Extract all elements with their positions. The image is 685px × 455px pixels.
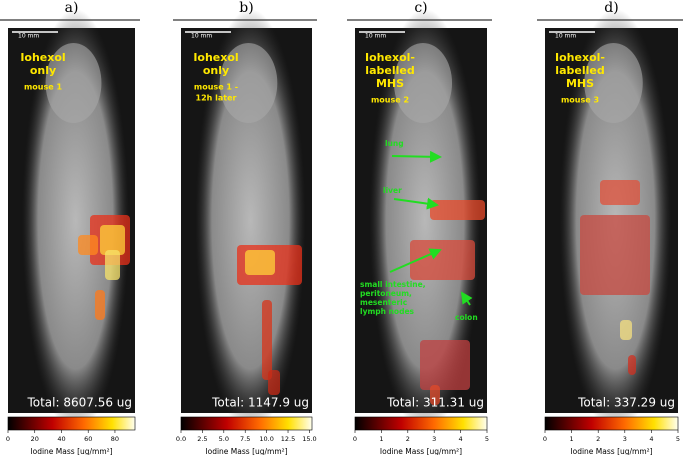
annotation-arrow	[391, 150, 442, 163]
title-line: labelled	[555, 64, 604, 77]
colorbar	[180, 416, 313, 431]
title-line: only	[30, 64, 56, 77]
subtitle-line: mouse 3	[561, 96, 599, 105]
annotation: colon	[455, 313, 478, 322]
heatmap	[262, 300, 272, 380]
subtitle-line: mouse 1	[24, 83, 63, 92]
scale-label: 10 mm	[365, 33, 386, 40]
heatmap	[430, 385, 440, 405]
scale-label: 10 mm	[555, 33, 576, 40]
mouse-head	[584, 43, 643, 123]
colorbar-tick-label: 20	[31, 435, 39, 443]
colorbar-label: Iodine Mass [ug/mm²]	[570, 447, 652, 455]
heatmap	[580, 215, 650, 295]
subtitle-line: mouse 2	[371, 96, 409, 105]
title-line: Iohexol	[193, 51, 238, 64]
annotation: lymph nodes	[360, 307, 415, 316]
colorbar-tick-label: 4	[649, 435, 653, 443]
total: Total: 1147.9 ug	[211, 396, 309, 410]
annotation: small intestine,	[360, 280, 426, 289]
annotation-arrow	[389, 248, 442, 273]
scale-label: 10 mm	[18, 33, 39, 40]
colorbar-tick-label: 40	[57, 435, 65, 443]
colorbar-tick-label: 1	[379, 435, 383, 443]
subtitle-line: mouse 1 -	[194, 83, 238, 92]
subtitle-line: 12h later	[196, 94, 237, 103]
scale-label: 10 mm	[191, 33, 212, 40]
heatmap	[420, 340, 470, 390]
colorbar-tick-label: 4	[459, 435, 463, 443]
colorbar-tick-label: 2.5	[197, 435, 207, 443]
mouse-body	[195, 8, 306, 433]
heatmap	[100, 225, 125, 255]
colorbar	[544, 416, 679, 431]
colorbar-tick-label: 15.0	[302, 435, 316, 443]
colorbar-tick-label: 3	[623, 435, 627, 443]
colorbar-tick-label: 2	[406, 435, 410, 443]
mouse-head	[45, 43, 102, 123]
colorbar-tick-label: 0	[353, 435, 357, 443]
total: Total: 311.31 ug	[386, 396, 484, 410]
colorbar-tick-label: 80	[111, 435, 119, 443]
heatmap	[245, 250, 275, 275]
colorbar-tick-label: 5	[676, 435, 680, 443]
title-line: labelled	[365, 64, 414, 77]
heatmap	[430, 200, 485, 220]
colorbar-label: Iodine Mass [ug/mm²]	[205, 447, 287, 455]
colorbar-tick-label: 0	[543, 435, 547, 443]
title-line: Iohexol-	[365, 51, 415, 64]
annotation: liver	[383, 186, 402, 195]
heatmap	[78, 235, 98, 255]
colorbar-label: Iodine Mass [ug/mm²]	[380, 447, 462, 455]
heatmap	[628, 355, 636, 375]
mouse-head	[219, 43, 278, 123]
heatmap	[105, 250, 120, 280]
colorbar-tick-label: 60	[84, 435, 92, 443]
mouse-body	[369, 8, 481, 433]
annotation: mesenteric	[360, 298, 407, 307]
colorbar-tick-label: 0.0	[176, 435, 186, 443]
total: Total: 8607.56 ug	[26, 396, 132, 410]
colorbar-tick-label: 3	[432, 435, 436, 443]
annotation: lung	[385, 139, 404, 148]
colorbar	[7, 416, 136, 431]
colorbar-tick-label: 2	[596, 435, 600, 443]
heatmap	[410, 240, 475, 280]
mouse-head	[393, 43, 453, 123]
colorbar-tick-label: 12.5	[281, 435, 295, 443]
annotation-arrow	[460, 291, 473, 306]
colorbar-label: Iodine Mass [ug/mm²]	[30, 447, 112, 455]
colorbar-tick-label: 7.5	[240, 435, 250, 443]
heatmap	[620, 320, 632, 340]
colorbar-tick-label: 1	[570, 435, 574, 443]
title-line: Iohexol	[20, 51, 65, 64]
total: Total: 337.29 ug	[577, 396, 675, 410]
heatmap	[268, 370, 280, 395]
colorbar-tick-label: 5.0	[219, 435, 229, 443]
annotation-arrow	[393, 197, 439, 210]
title-line: Iohexol-	[555, 51, 605, 64]
annotation: peritoneum,	[360, 289, 412, 298]
colorbar-tick-label: 10.0	[259, 435, 273, 443]
colorbar-tick-label: 0	[6, 435, 10, 443]
title-line: MHS	[376, 77, 404, 90]
heatmap	[600, 180, 640, 205]
title-line: MHS	[566, 77, 594, 90]
colorbar	[354, 416, 488, 431]
title-line: only	[203, 64, 229, 77]
heatmap	[95, 290, 105, 320]
mouse-body	[22, 8, 129, 433]
colorbar-tick-label: 5	[485, 435, 489, 443]
